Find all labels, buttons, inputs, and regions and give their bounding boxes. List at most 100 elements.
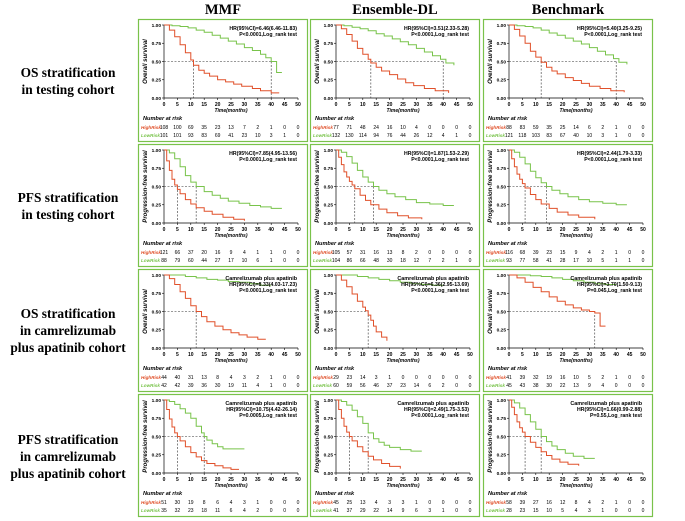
risk-count-low: 41 [546, 258, 552, 264]
y-axis-label: Progression-free survival [143, 400, 149, 473]
hazard-ratio-text: HR(95%CI)=1.66(0.99-2.88) [577, 407, 642, 413]
x-tick-label: 40 [268, 477, 274, 483]
x-tick-label: 25 [400, 352, 406, 358]
risk-count-low: 22 [373, 508, 379, 514]
risk-count-low: 60 [188, 258, 194, 264]
x-tick-label: 0 [163, 352, 166, 358]
risk-count-low: 0 [469, 383, 472, 389]
x-tick-label: 10 [188, 102, 194, 108]
y-tick-label: 0.75 [152, 416, 162, 422]
risk-count-low: 36 [201, 383, 207, 389]
risk-count-low: 1 [628, 258, 631, 264]
risk-count-low: 12 [414, 258, 420, 264]
risk-count-low: 101 [173, 133, 182, 139]
risk-count-high: 8 [216, 375, 219, 381]
x-tick-label: 35 [255, 477, 261, 483]
y-tick-label: 0.00 [152, 346, 162, 352]
km-curve-high-risk [509, 24, 625, 93]
y-tick-label: 0.75 [497, 416, 507, 422]
x-axis-label: Time(months) [215, 108, 248, 114]
km-curve-high-risk [509, 399, 580, 466]
p-value-text: P<0.0001,Log_rank test [411, 288, 469, 294]
x-tick-label: 40 [440, 227, 446, 233]
y-tick-label: 1.00 [497, 148, 507, 154]
risk-count-low: 14 [414, 383, 420, 389]
y-tick-label: 0.50 [497, 309, 507, 315]
risk-count-low: 10 [255, 133, 261, 139]
x-tick-label: 5 [176, 102, 179, 108]
risk-count-high: 16 [373, 250, 379, 256]
row-label-os-camrelizumab: OS stratification in camrelizumab plus a… [0, 269, 136, 392]
x-tick-label: 20 [215, 477, 221, 483]
y-tick-label: 0.75 [324, 41, 334, 47]
risk-count-high: 19 [188, 500, 194, 506]
risk-count-low: 1 [270, 383, 273, 389]
risk-count-low: 10 [587, 133, 593, 139]
risk-count-high: 0 [442, 125, 445, 131]
risk-label-high: HighRisk [141, 250, 161, 255]
risk-count-low: 0 [615, 508, 618, 514]
y-tick-label: 0.50 [324, 309, 334, 315]
x-tick-label: 50 [295, 477, 301, 483]
risk-count-low: 30 [387, 258, 393, 264]
risk-count-low: 10 [242, 258, 248, 264]
x-tick-label: 40 [268, 352, 274, 358]
risk-count-low: 66 [360, 258, 366, 264]
risk-count-high: 4 [588, 500, 591, 506]
risk-count-low: 69 [215, 133, 221, 139]
risk-count-low: 1 [615, 258, 618, 264]
hazard-ratio-text: HR(95%CI)=5.40(3.25-9.25) [577, 26, 642, 32]
y-axis-label: Progression-free survival [315, 150, 321, 223]
number-at-risk-title: Number at risk [143, 116, 183, 122]
risk-count-low: 30 [215, 383, 221, 389]
x-axis-label: Time(months) [387, 233, 420, 239]
km-curve-high-risk [336, 149, 423, 220]
km-curve-low-risk [509, 274, 617, 285]
x-tick-label: 0 [163, 102, 166, 108]
risk-count-high: 108 [160, 125, 169, 131]
risk-count-high: 0 [415, 375, 418, 381]
y-axis-label: Progression-free survival [488, 400, 494, 473]
x-tick-label: 20 [560, 227, 566, 233]
risk-count-low: 29 [360, 508, 366, 514]
x-tick-label: 45 [627, 102, 633, 108]
risk-label-low: LowRisk [486, 383, 505, 388]
risk-count-high: 4 [375, 500, 378, 506]
risk-count-low: 11 [242, 383, 247, 389]
x-tick-label: 30 [242, 227, 248, 233]
km-panel-3-2: 0.000.250.500.751.000 5 10 15 20 25 30 35 40 45 50… [482, 393, 654, 518]
p-value-text: P<0.0001,Log_rank test [239, 288, 297, 294]
risk-count-low: 7 [428, 258, 431, 264]
risk-count-high: 30 [175, 500, 181, 506]
x-tick-label: 45 [282, 102, 288, 108]
hazard-ratio-text: HR(95%CI)=6.46(6.46-11.83) [229, 26, 297, 32]
risk-count-high: 100 [173, 125, 182, 131]
y-tick-label: 0.75 [152, 291, 162, 297]
x-tick-label: 15 [546, 352, 552, 358]
x-axis-label: Time(months) [560, 108, 593, 114]
x-tick-label: 0 [163, 477, 166, 483]
risk-count-low: 88 [161, 258, 167, 264]
x-tick-label: 25 [400, 102, 406, 108]
risk-count-high: 83 [520, 125, 526, 131]
risk-count-high: 0 [283, 250, 286, 256]
risk-count-low: 44 [400, 133, 406, 139]
risk-count-high: 35 [201, 125, 207, 131]
x-tick-label: 25 [573, 352, 579, 358]
risk-count-low: 0 [628, 383, 631, 389]
x-tick-label: 0 [335, 477, 338, 483]
km-curve-low-risk [336, 24, 455, 66]
y-tick-label: 0.50 [497, 184, 507, 190]
risk-count-low: 17 [228, 258, 234, 264]
risk-count-high: 0 [642, 250, 645, 256]
km-curve-low-risk [509, 24, 628, 65]
x-tick-label: 50 [467, 352, 473, 358]
risk-count-high: 40 [175, 375, 181, 381]
risk-count-high: 2 [256, 375, 259, 381]
panel-border [137, 393, 309, 518]
x-tick-label: 25 [400, 477, 406, 483]
km-curve-high-risk [164, 149, 245, 221]
x-tick-label: 45 [282, 352, 288, 358]
y-tick-label: 1.00 [152, 148, 162, 154]
risk-count-high: 4 [588, 250, 591, 256]
